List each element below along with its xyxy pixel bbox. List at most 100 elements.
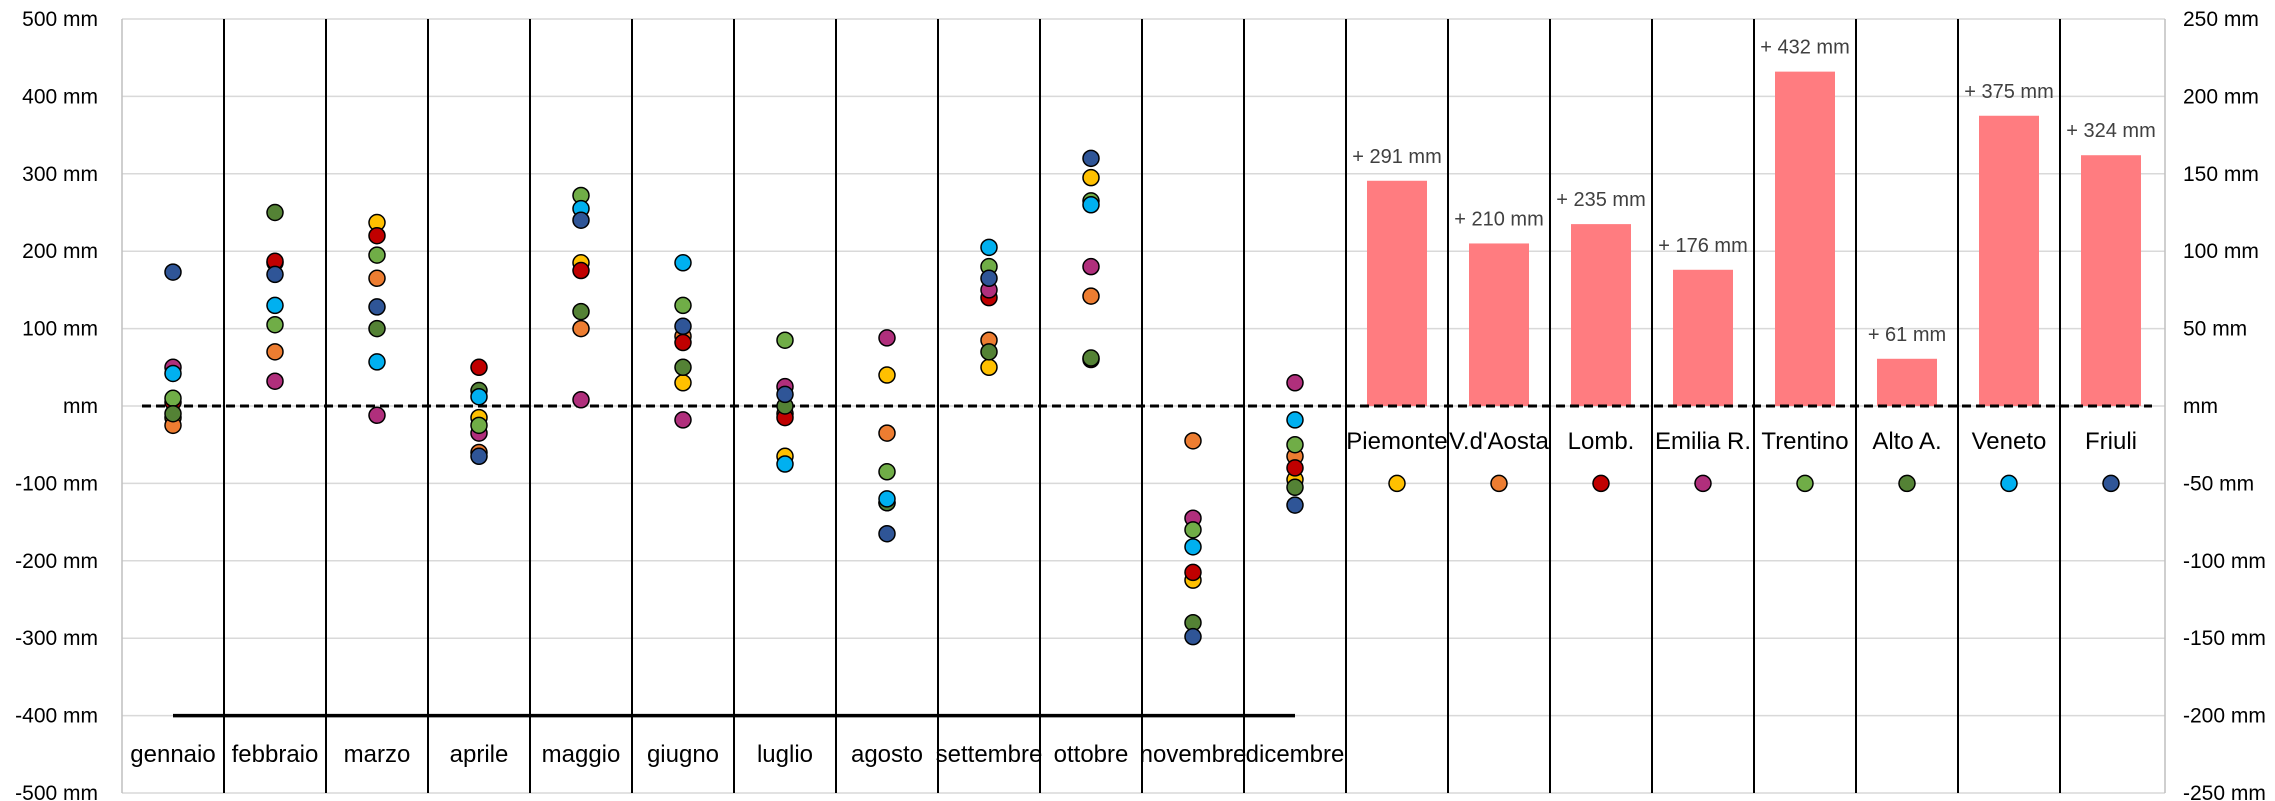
right-tick-label: 250 mm xyxy=(2183,8,2259,31)
data-point xyxy=(470,416,488,435)
region-label: Friuli xyxy=(2085,428,2137,455)
bar-data-label: + 61 mm xyxy=(1868,324,1946,346)
data-point xyxy=(368,226,386,245)
left-tick-label: -200 mm xyxy=(15,550,98,573)
bar-data-label: + 210 mm xyxy=(1454,208,1543,230)
region-label: Emilia R. xyxy=(1655,428,1751,455)
region-bar xyxy=(1367,180,1427,406)
right-axis: 250 mm 200 mm 150 mm 100 mm 50 mm mm -50 mm -10… xyxy=(2164,8,2266,801)
right-tick-label: 100 mm xyxy=(2183,240,2259,263)
legend-marker xyxy=(1388,474,1406,493)
data-point xyxy=(368,406,386,425)
data-point xyxy=(368,269,386,288)
data-point xyxy=(1082,349,1100,367)
data-point xyxy=(674,374,692,392)
data-point xyxy=(878,329,896,347)
data-point xyxy=(878,524,896,543)
month-label: aprile xyxy=(450,741,509,768)
data-point xyxy=(1184,538,1202,556)
data-point xyxy=(776,385,794,404)
bar-data-label: + 375 mm xyxy=(1964,81,2053,103)
month-label: giugno xyxy=(647,741,719,768)
data-point xyxy=(368,353,386,371)
data-point xyxy=(878,366,896,384)
month-label: dicembre xyxy=(1246,741,1345,768)
data-point xyxy=(572,391,590,409)
data-point xyxy=(368,246,386,264)
data-point xyxy=(368,319,386,338)
data-point xyxy=(470,447,488,466)
data-point xyxy=(1286,374,1304,392)
month-label: ottobre xyxy=(1054,741,1129,768)
right-tick-label: 200 mm xyxy=(2183,85,2259,108)
data-point xyxy=(776,455,794,473)
region-bar xyxy=(1673,269,1733,406)
month-label: agosto xyxy=(851,741,923,768)
data-point xyxy=(1184,627,1202,646)
legend-marker xyxy=(1490,474,1508,493)
monthly-points xyxy=(164,149,1304,646)
data-point xyxy=(1184,432,1202,450)
legend-marker xyxy=(1796,474,1814,493)
data-point xyxy=(266,343,284,361)
month-label: febbraio xyxy=(232,741,319,768)
data-point xyxy=(674,317,692,336)
data-point xyxy=(674,358,692,377)
data-point xyxy=(164,389,182,408)
region-bar xyxy=(1469,243,1529,406)
data-point xyxy=(1082,149,1100,168)
data-point xyxy=(674,296,692,315)
month-label: novembre xyxy=(1140,741,1247,768)
left-tick-label: -300 mm xyxy=(15,627,98,650)
data-point xyxy=(164,404,182,423)
bar-data-label: + 324 mm xyxy=(2066,120,2155,142)
data-point xyxy=(1082,257,1100,276)
bar-data-label: + 432 mm xyxy=(1760,37,1849,59)
data-point xyxy=(878,463,896,481)
data-point xyxy=(674,254,692,272)
right-tick-label: -200 mm xyxy=(2183,705,2266,728)
data-point xyxy=(1184,521,1202,539)
region-bar xyxy=(1571,224,1631,406)
legend-marker xyxy=(1694,474,1712,493)
data-point xyxy=(572,319,590,338)
right-tick-label: 50 mm xyxy=(2183,318,2247,341)
legend-marker xyxy=(2102,474,2120,493)
region-bar xyxy=(1877,358,1937,406)
data-point xyxy=(266,265,284,284)
data-point xyxy=(266,315,284,334)
data-point xyxy=(572,261,590,280)
data-point xyxy=(1286,459,1304,477)
category-labels: gennaio febbraio marzo aprile maggio giugno lu… xyxy=(130,428,2137,768)
right-tick-label: -100 mm xyxy=(2183,550,2266,573)
region-label: Trentino xyxy=(1761,428,1848,455)
data-point xyxy=(1286,496,1304,514)
legend-marker xyxy=(2000,474,2018,493)
right-tick-label: -250 mm xyxy=(2183,782,2266,801)
legend-marker xyxy=(1898,474,1916,493)
right-tick-label: 150 mm xyxy=(2183,163,2259,186)
left-tick-label: 200 mm xyxy=(22,240,98,263)
data-point xyxy=(470,387,488,406)
data-point xyxy=(1082,196,1100,214)
right-tick-label: -150 mm xyxy=(2183,627,2266,650)
data-point xyxy=(674,333,692,352)
month-label: maggio xyxy=(542,741,621,768)
data-point xyxy=(980,343,998,361)
left-tick-label: -500 mm xyxy=(15,782,98,801)
left-tick-label: -100 mm xyxy=(15,472,98,495)
left-tick-label: mm xyxy=(63,395,98,418)
month-label: settembre xyxy=(936,741,1043,768)
month-label: luglio xyxy=(757,741,813,768)
data-point xyxy=(572,211,590,229)
data-point xyxy=(266,372,284,390)
legend-marker xyxy=(1592,474,1610,493)
data-point xyxy=(572,302,590,321)
data-point xyxy=(1082,287,1100,305)
left-tick-label: 400 mm xyxy=(22,85,98,108)
region-label: Alto A. xyxy=(1872,428,1941,455)
data-point xyxy=(1286,435,1304,454)
bar-data-label: + 176 mm xyxy=(1658,235,1747,257)
left-tick-label: 500 mm xyxy=(22,8,98,31)
